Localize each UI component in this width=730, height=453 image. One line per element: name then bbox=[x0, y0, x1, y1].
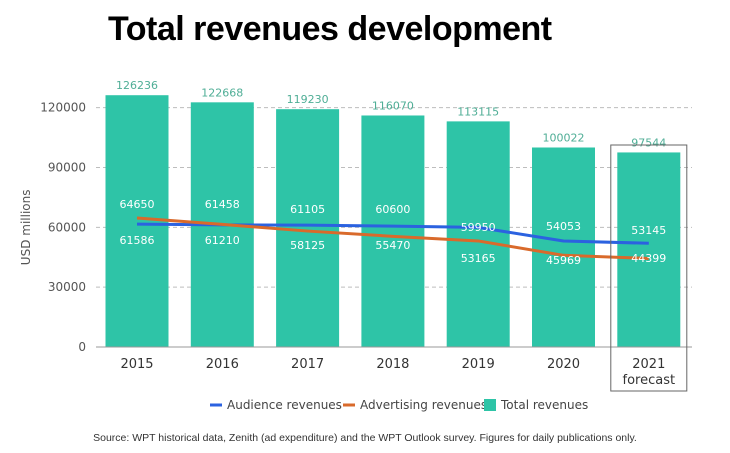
x-tick-label: 2018 bbox=[376, 357, 409, 372]
legend-item-total-revenues: Total revenues bbox=[484, 398, 588, 412]
x-tick-label: 2017 bbox=[291, 357, 324, 372]
audience-value-label: 53145 bbox=[631, 224, 666, 237]
source-note: Source: WPT historical data, Zenith (ad … bbox=[93, 432, 637, 444]
y-tick-label: 60000 bbox=[48, 220, 86, 234]
audience-value-label: 59950 bbox=[461, 221, 496, 234]
x-tick-label: 2016 bbox=[206, 357, 239, 372]
advertising-value-label: 64650 bbox=[120, 198, 155, 211]
audience-value-label: 61586 bbox=[120, 234, 155, 247]
audience-value-label: 61105 bbox=[290, 203, 325, 216]
bar-total-5 bbox=[532, 147, 595, 347]
bar-total-3 bbox=[361, 115, 425, 348]
legend: Audience revenues Advertising revenues Tot… bbox=[210, 398, 588, 412]
x-tick-label: 2019 bbox=[462, 357, 495, 372]
y-axis-label: USD millions bbox=[19, 190, 33, 266]
total-value-label: 100022 bbox=[543, 131, 585, 144]
data-labels: 126236 122668 119230 116070 113115 100022 9754… bbox=[116, 79, 666, 267]
bar-total-4 bbox=[446, 121, 510, 347]
legend-label: Advertising revenues bbox=[360, 398, 487, 412]
forecast-highlight-box bbox=[610, 144, 688, 392]
legend-swatch bbox=[484, 399, 496, 411]
chart-title: Total revenues development bbox=[108, 10, 552, 48]
total-value-label: 122668 bbox=[201, 86, 243, 99]
advertising-value-label: 58125 bbox=[290, 239, 325, 252]
legend-label: Total revenues bbox=[500, 398, 588, 412]
axes: 0 30000 60000 90000 120000 USD millions 2015 20… bbox=[19, 101, 692, 392]
y-tick-label: 0 bbox=[78, 340, 86, 354]
advertising-value-label: 44399 bbox=[631, 252, 666, 265]
audience-value-label: 60600 bbox=[375, 203, 410, 216]
audience-value-label: 61210 bbox=[205, 234, 240, 247]
legend-item-advertising-revenues: Advertising revenues bbox=[343, 398, 487, 412]
y-tick-label: 30000 bbox=[48, 280, 86, 294]
x-tick-label: 2021 forecast bbox=[623, 357, 676, 388]
x-tick-label: 2015 bbox=[120, 357, 153, 372]
advertising-value-label: 61458 bbox=[205, 198, 240, 211]
total-value-label: 97544 bbox=[631, 136, 666, 149]
total-value-label: 126236 bbox=[116, 79, 158, 92]
lines bbox=[136, 216, 649, 260]
total-value-label: 116070 bbox=[372, 99, 414, 112]
total-value-label: 119230 bbox=[287, 93, 329, 106]
legend-label: Audience revenues bbox=[227, 398, 342, 412]
y-tick-label: 120000 bbox=[40, 101, 86, 115]
bar-total-6 bbox=[617, 152, 681, 347]
advertising-value-label: 55470 bbox=[375, 239, 410, 252]
total-value-label: 113115 bbox=[457, 105, 499, 118]
audience-value-label: 54053 bbox=[546, 220, 581, 233]
line-advertising-revenues bbox=[136, 216, 649, 260]
y-tick-label: 90000 bbox=[48, 160, 86, 174]
x-tick-label: 2020 bbox=[547, 357, 580, 372]
legend-item-audience-revenues: Audience revenues bbox=[210, 398, 342, 412]
advertising-value-label: 45969 bbox=[546, 254, 581, 267]
advertising-value-label: 53165 bbox=[461, 252, 496, 265]
